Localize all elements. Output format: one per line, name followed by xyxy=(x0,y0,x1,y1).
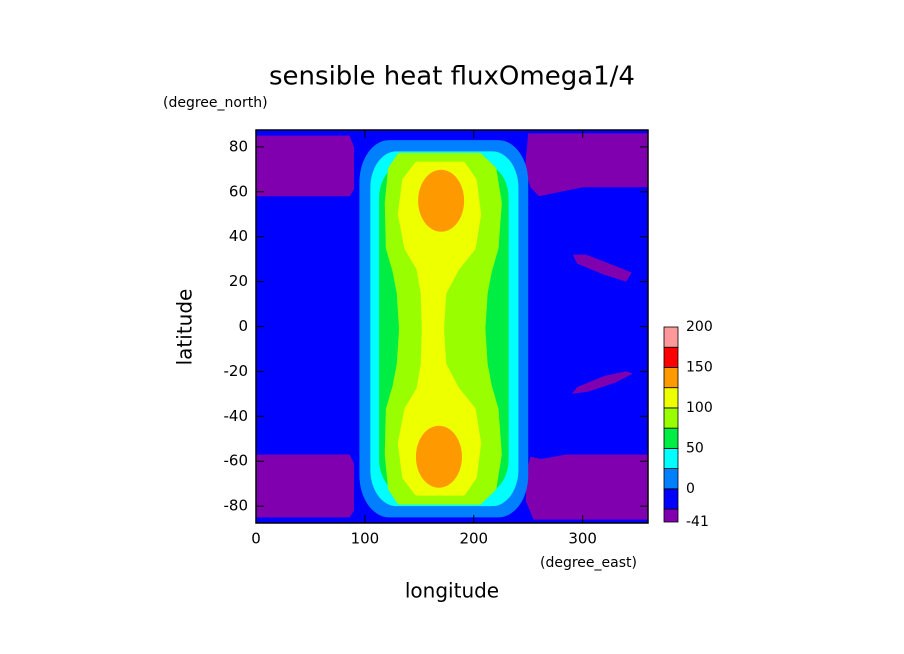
colorbar-segment xyxy=(663,488,679,510)
colorbar-segment xyxy=(663,326,679,348)
contour-band xyxy=(397,161,482,496)
y-tick-label: 40 xyxy=(229,227,248,245)
contour-field xyxy=(256,130,648,523)
colorbar-label: 100 xyxy=(686,400,713,416)
colorbar-segment xyxy=(663,508,679,523)
y-tick-label: 80 xyxy=(229,137,248,155)
y-tick-label: -60 xyxy=(224,452,249,470)
x-unit: (degree_east) xyxy=(540,555,637,571)
contour-band xyxy=(415,425,462,488)
y-tick-label: -40 xyxy=(224,407,249,425)
y-axis-label: latitude xyxy=(173,289,197,366)
y-tick-label: 0 xyxy=(238,317,248,335)
y-tick-label: 20 xyxy=(229,272,248,290)
contour-band xyxy=(572,254,632,282)
x-tick-label: 300 xyxy=(568,530,597,548)
colorbar-label: 150 xyxy=(686,359,713,375)
colorbar-label: 50 xyxy=(686,440,704,456)
y-tick-label: -80 xyxy=(224,497,249,515)
contour-band xyxy=(571,371,633,394)
colorbar-segment xyxy=(663,387,679,409)
x-axis-label: longitude xyxy=(405,579,499,603)
y-tick-label: -20 xyxy=(224,362,249,380)
colorbar-label: 200 xyxy=(686,319,713,335)
y-unit: (degree_north) xyxy=(163,95,268,111)
contour-band xyxy=(418,169,465,232)
colorbar-segment xyxy=(663,367,679,389)
x-tick-label: 0 xyxy=(251,530,261,548)
contour-band xyxy=(256,135,354,197)
contour-band xyxy=(256,454,354,518)
colorbar-label: -41 xyxy=(686,514,709,530)
colorbar-segment xyxy=(663,407,679,429)
y-tick-label: 60 xyxy=(229,182,248,200)
contour-band xyxy=(526,454,648,520)
colorbar-label: 0 xyxy=(686,481,695,497)
colorbar-segment xyxy=(663,447,679,469)
x-tick-label: 100 xyxy=(351,530,380,548)
colorbar-segment xyxy=(663,427,679,449)
colorbar-segment xyxy=(663,346,679,368)
colorbar-segment xyxy=(663,468,679,490)
chart-title: sensible heat fluxOmega1/4 xyxy=(269,62,635,92)
x-tick-label: 200 xyxy=(459,530,488,548)
contour-band xyxy=(524,133,648,197)
